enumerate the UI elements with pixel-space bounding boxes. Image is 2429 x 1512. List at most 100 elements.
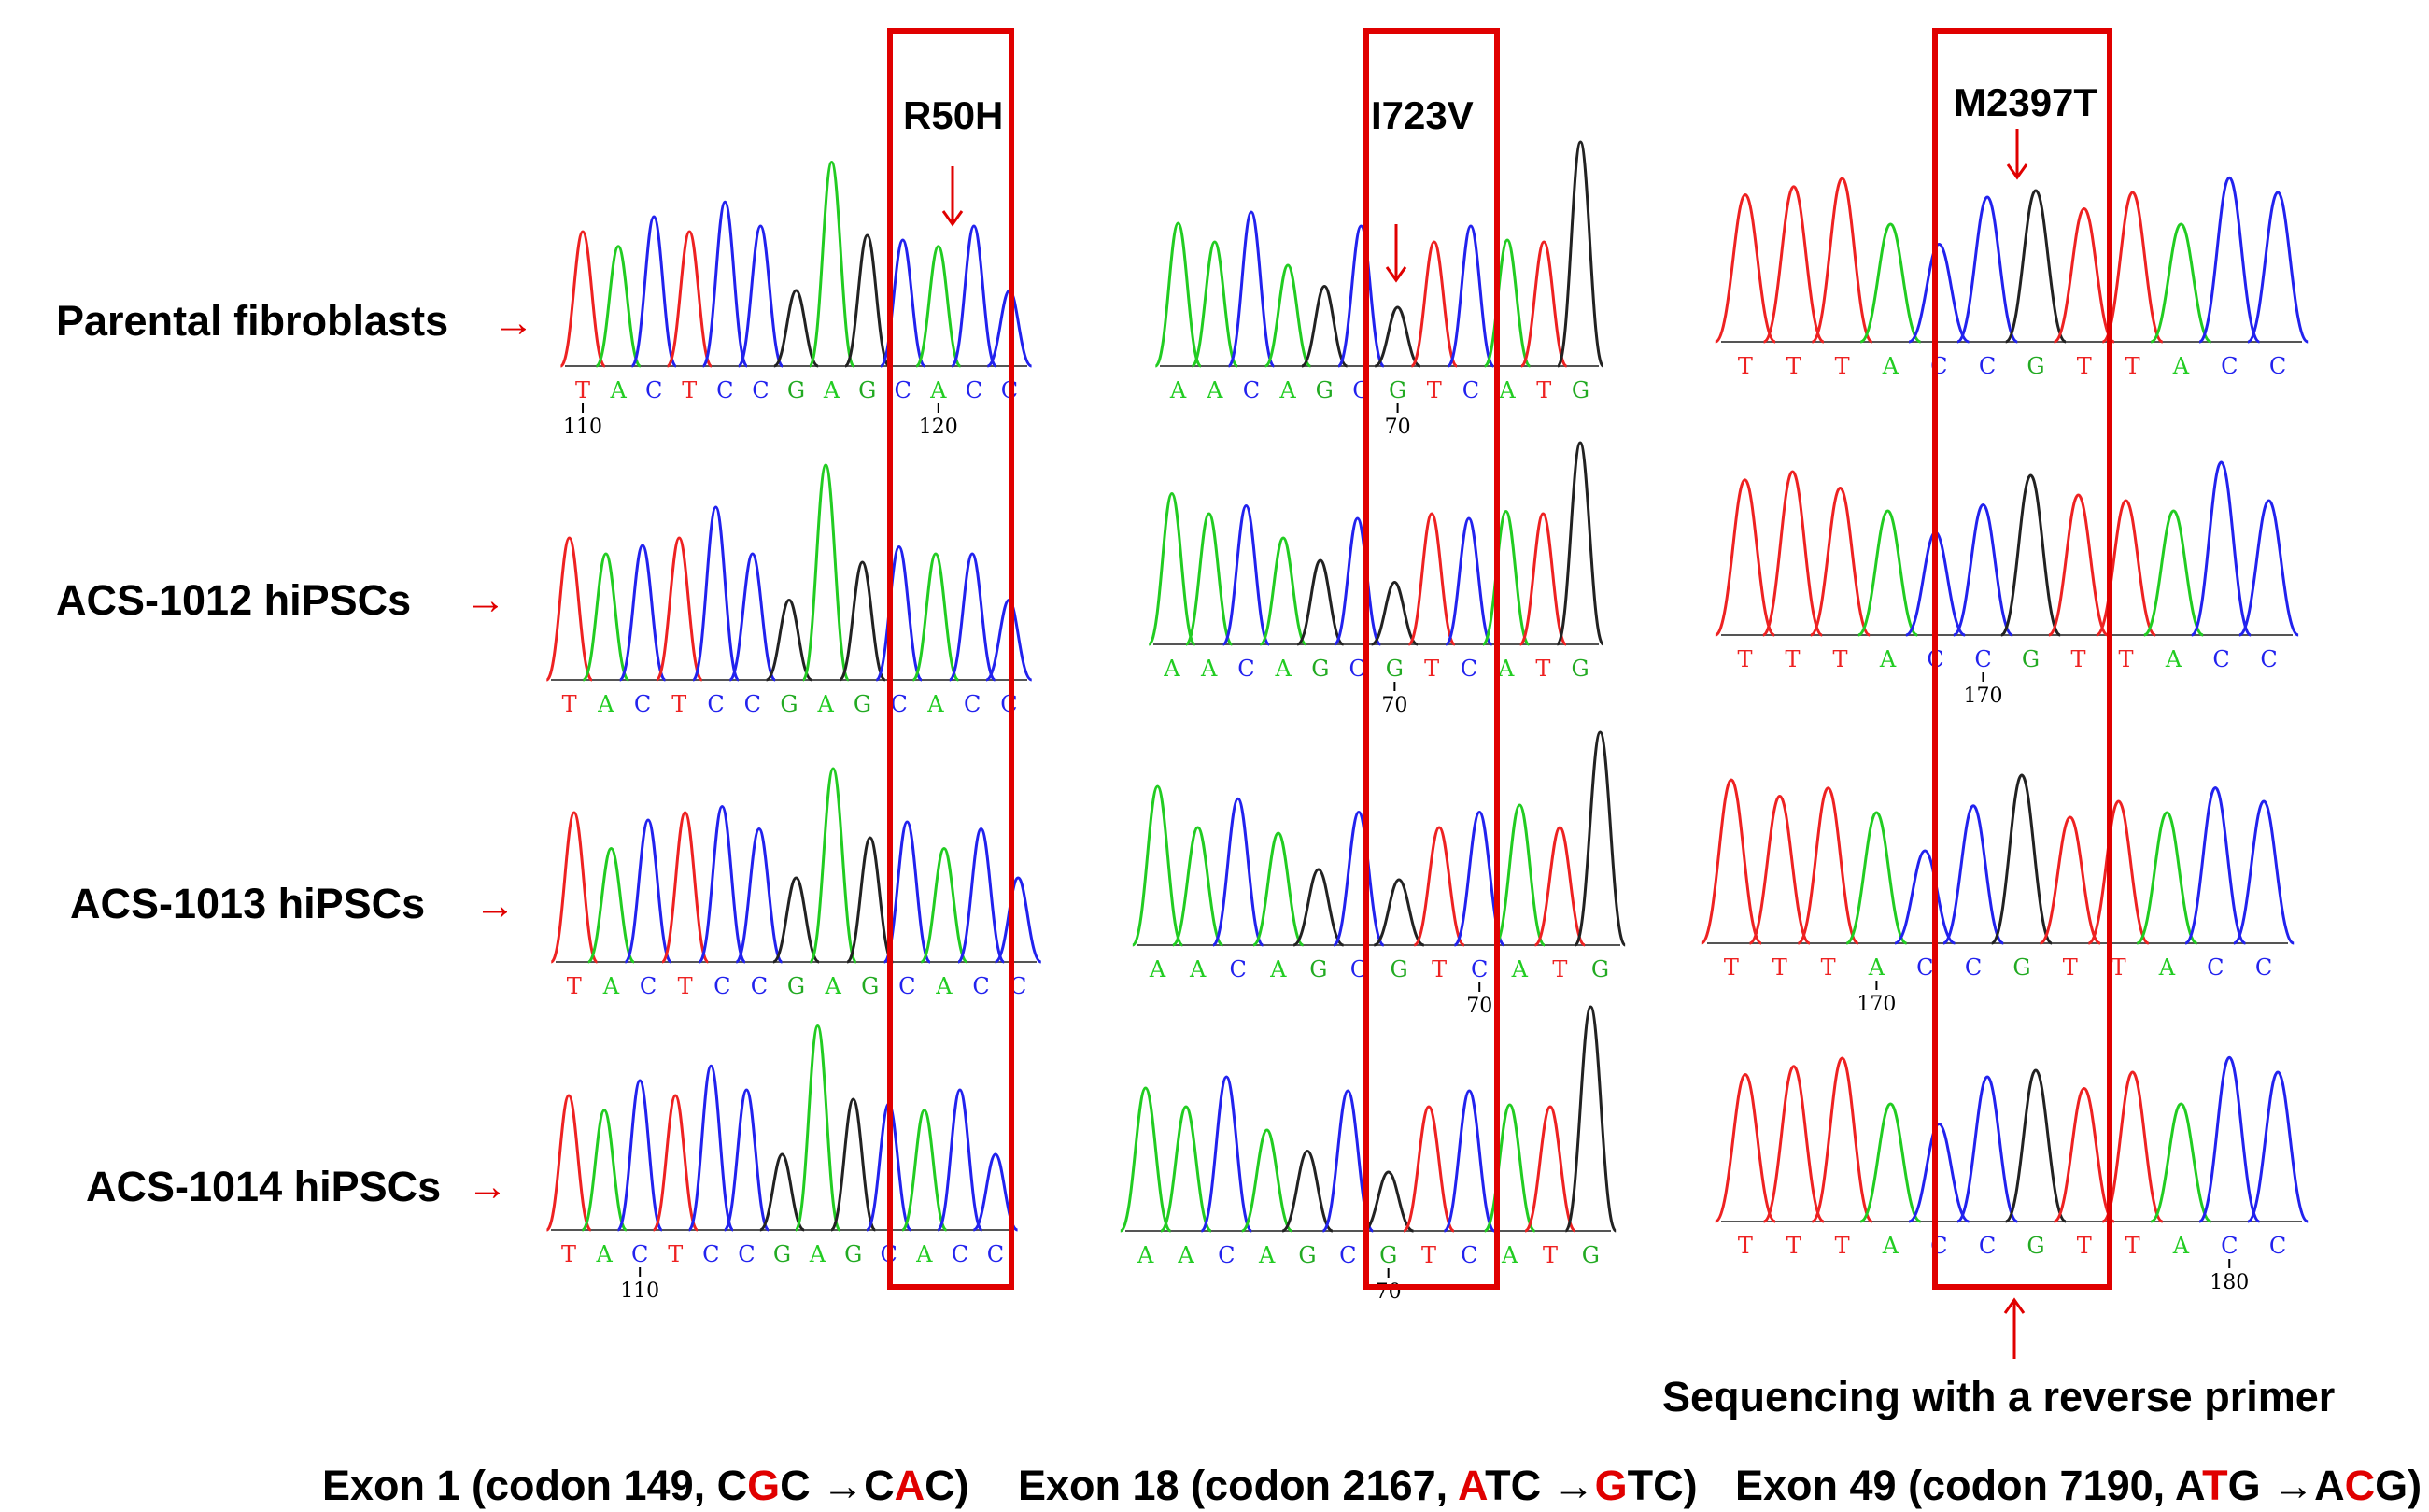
trace-peak-C: [1444, 516, 1493, 646]
base-call-label: C: [1471, 956, 1488, 982]
trace-peak-T: [2039, 815, 2101, 945]
trace-peak-A: [581, 1109, 628, 1232]
base-call-label: T: [1424, 656, 1439, 682]
base-call-label: C: [738, 1241, 755, 1267]
exon-caption-text: Exon 18 (codon 2167,: [1018, 1462, 1458, 1509]
trace-peak-G: [838, 560, 887, 682]
row-label-acs-1013: ACS-1013 hiPSCs: [70, 880, 426, 927]
base-call-label: A: [935, 973, 953, 999]
chromatogram-panel: T T T A C C G T T A C C 170: [1700, 773, 2295, 1016]
trace-peak-A: [1172, 826, 1224, 947]
trace-peak-C: [618, 544, 667, 682]
trace-peak-G: [1556, 441, 1605, 646]
base-call-label: A: [595, 1241, 613, 1267]
trace-peak-C: [624, 818, 673, 964]
trace-peak-T: [1518, 512, 1568, 646]
trace-peak-C: [1227, 210, 1276, 368]
exon-caption-text: G): [2375, 1462, 2422, 1509]
trace-peak-C: [1443, 1089, 1496, 1233]
base-call-label: T: [575, 377, 590, 403]
mutation-box-2: [1932, 28, 2112, 1290]
base-call-label: C: [1230, 956, 1247, 982]
mutated-base: A: [894, 1462, 925, 1509]
base-call-label: C: [952, 1241, 968, 1267]
base-call-label: C: [2260, 646, 2277, 672]
trace-peak-G: [1373, 878, 1425, 947]
base-call-label: C: [751, 973, 768, 999]
trace-peak-C: [727, 552, 777, 682]
base-call-label: G: [1311, 656, 1329, 682]
base-call-label: A: [1163, 656, 1180, 682]
position-number: 70: [1381, 694, 1407, 717]
base-call-label: T: [1427, 377, 1442, 403]
base-call-label: A: [1189, 956, 1207, 982]
trace-peak-T: [2053, 206, 2115, 344]
trace-peak-T: [666, 230, 713, 368]
base-call-label: A: [1149, 956, 1166, 982]
base-call-label: C: [1243, 377, 1260, 403]
trace-peak-G: [1281, 1149, 1334, 1233]
trace-peak-C: [994, 876, 1042, 964]
base-call-label: A: [823, 377, 840, 403]
base-call-label: C: [2212, 646, 2229, 672]
base-call-label: G: [2027, 1233, 2044, 1259]
base-call-label: A: [1169, 377, 1187, 403]
row-arrow-icon: →: [465, 577, 506, 623]
exon-caption-text: Exon 1 (codon 149, C: [322, 1462, 748, 1509]
trace-peak-A: [900, 1109, 948, 1232]
base-call-label: T: [2111, 954, 2126, 981]
trace-peak-A: [801, 463, 851, 682]
trace-peak-C: [737, 224, 784, 368]
base-call-label: T: [1821, 954, 1836, 981]
base-call-label: G: [1389, 377, 1406, 403]
base-call-label: T: [1724, 954, 1739, 981]
position-number: 120: [919, 416, 958, 439]
row-arrow-icon: →: [467, 1164, 508, 1209]
base-call-label: T: [1738, 353, 1753, 379]
trace-peak-T: [1413, 826, 1465, 947]
trace-peak-T: [1748, 794, 1811, 945]
mutation-label-i723v: I723V: [1371, 93, 1474, 137]
trace-peak-C: [1336, 224, 1386, 368]
trace-peak-T: [1523, 1105, 1577, 1233]
base-call-label: C: [744, 691, 761, 717]
base-call-label: C: [964, 691, 981, 717]
trace-peak-C: [698, 804, 747, 964]
base-call-label: C: [2269, 353, 2286, 379]
trace-peak-A: [911, 552, 960, 682]
mutated-base: G: [747, 1462, 781, 1509]
trace-peak-G: [1363, 1170, 1415, 1233]
trace-peak-A: [2143, 509, 2204, 637]
down-arrow-icon: [2006, 129, 2028, 180]
base-call-label: T: [2077, 1233, 2092, 1259]
trace-peak-T: [652, 1094, 699, 1232]
base-call-label: T: [1543, 1242, 1558, 1268]
trace-peak-A: [2150, 222, 2212, 344]
trace-peak-T: [544, 536, 594, 682]
trace-peak-T: [1519, 240, 1568, 368]
base-call-label: T: [2125, 1233, 2140, 1259]
trace-peak-G: [772, 876, 820, 964]
trace-peak-C: [2238, 499, 2299, 637]
base-call-label: G: [1390, 956, 1407, 982]
base-call-label: C: [707, 691, 724, 717]
base-call-label: A: [2165, 646, 2182, 672]
trace-peak-C: [2247, 191, 2309, 344]
trace-peak-T: [2096, 499, 2156, 637]
base-call-label: C: [1339, 1242, 1356, 1268]
base-call-label: A: [2158, 954, 2176, 981]
trace-peak-T: [1762, 1065, 1825, 1223]
exon-caption-text: G →A: [2227, 1462, 2345, 1509]
trace-peak-A: [1191, 240, 1239, 368]
trace-peak-T: [558, 230, 607, 368]
base-call-label: G: [1309, 956, 1327, 982]
trace-peak-C: [950, 224, 997, 368]
trace-peak-T: [1533, 826, 1586, 947]
trace-peak-A: [1131, 784, 1184, 947]
trace-peak-G: [773, 289, 819, 368]
base-call-label: A: [1497, 656, 1515, 682]
base-call-label: C: [2207, 954, 2224, 981]
